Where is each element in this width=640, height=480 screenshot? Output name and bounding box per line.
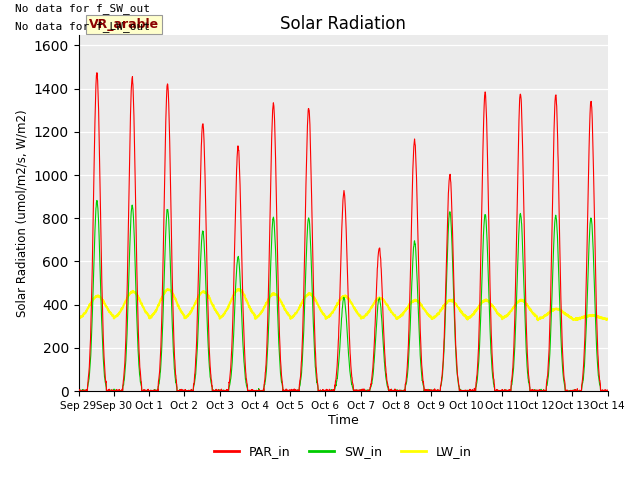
Text: No data for f_SW_out: No data for f_SW_out (15, 3, 150, 14)
Legend: PAR_in, SW_in, LW_in: PAR_in, SW_in, LW_in (209, 440, 477, 463)
Title: Solar Radiation: Solar Radiation (280, 15, 406, 33)
Y-axis label: Solar Radiation (umol/m2/s, W/m2): Solar Radiation (umol/m2/s, W/m2) (15, 109, 28, 317)
X-axis label: Time: Time (328, 414, 358, 427)
Text: No data for f_LW_out: No data for f_LW_out (15, 21, 150, 32)
Text: VR_arable: VR_arable (89, 18, 159, 31)
